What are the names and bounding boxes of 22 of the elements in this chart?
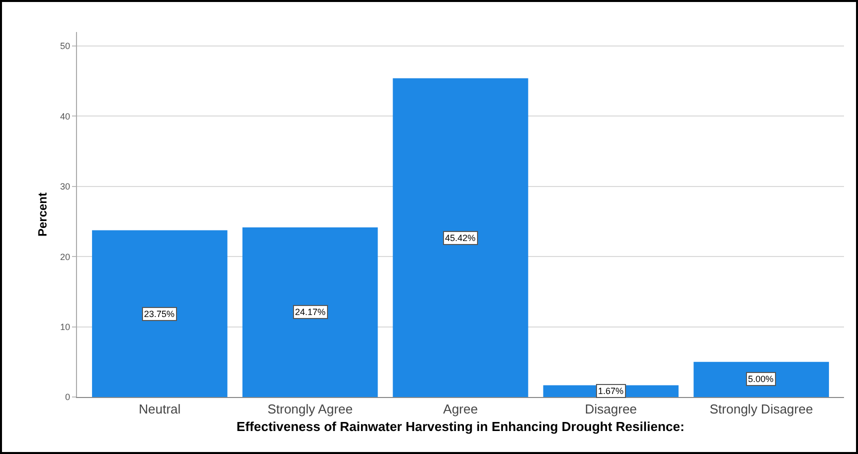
x-tick-label: Agree (443, 402, 478, 417)
bar (92, 230, 228, 397)
x-tick-label: Strongly Agree (267, 402, 353, 417)
data-label: 1.67% (598, 386, 624, 396)
data-label: 23.75% (144, 309, 175, 319)
y-tick-label: 40 (60, 111, 70, 122)
y-tick-label: 50 (60, 41, 70, 52)
x-axis-title: Effectiveness of Rainwater Harvesting in Enhancing Drought Resilience: (236, 419, 684, 434)
y-tick-label: 30 (60, 182, 70, 192)
y-tick-label: 10 (60, 322, 70, 332)
bar (694, 362, 829, 397)
y-axis-title: Percent (35, 192, 50, 237)
data-label: 24.17% (295, 307, 326, 317)
y-tick-label: 0 (65, 392, 70, 402)
x-tick-label: Strongly Disagree (710, 402, 813, 417)
x-tick-label: Disagree (584, 402, 637, 417)
bar (242, 227, 378, 397)
bar (392, 78, 528, 397)
data-label: 5.00% (748, 374, 774, 384)
x-tick-label: Neutral (138, 402, 181, 417)
y-tick-label: 20 (60, 252, 70, 262)
data-label: 45.42% (445, 233, 476, 243)
